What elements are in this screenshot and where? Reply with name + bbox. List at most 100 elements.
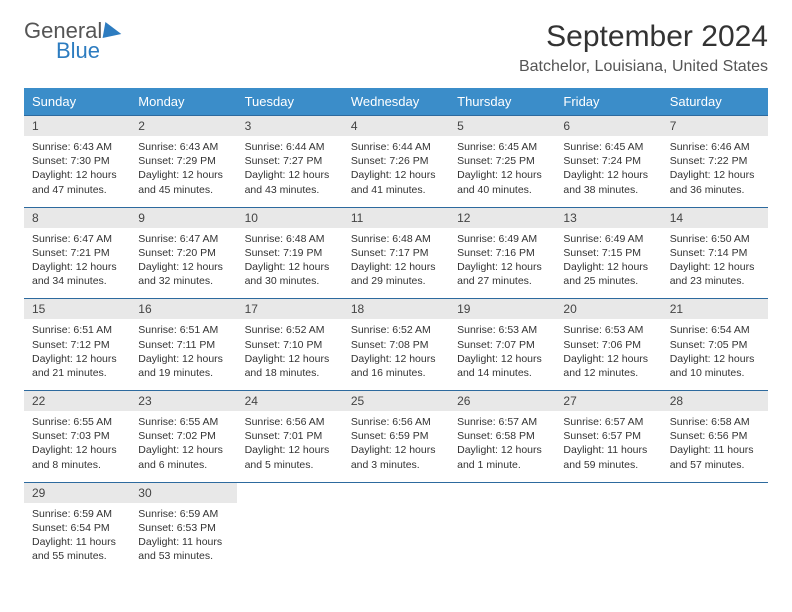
day-content: Sunrise: 6:56 AMSunset: 6:59 PMDaylight:… <box>343 411 449 482</box>
day-number: 24 <box>237 391 343 411</box>
day-number: 26 <box>449 391 555 411</box>
day-cell: 18Sunrise: 6:52 AMSunset: 7:08 PMDayligh… <box>343 299 449 391</box>
day-number: 11 <box>343 208 449 228</box>
daylight-line-1: Daylight: 12 hours <box>245 443 335 457</box>
weekday-header: Tuesday <box>237 88 343 116</box>
daylight-line-1: Daylight: 12 hours <box>457 443 547 457</box>
sunrise-line: Sunrise: 6:56 AM <box>245 415 335 429</box>
daylight-line-1: Daylight: 12 hours <box>351 352 441 366</box>
sunset-line: Sunset: 7:08 PM <box>351 338 441 352</box>
day-content: Sunrise: 6:47 AMSunset: 7:21 PMDaylight:… <box>24 228 130 299</box>
daylight-line-1: Daylight: 12 hours <box>138 352 228 366</box>
sunrise-line: Sunrise: 6:44 AM <box>351 140 441 154</box>
day-number: 2 <box>130 116 236 136</box>
header: General Blue September 2024 Batchelor, L… <box>24 20 768 76</box>
daylight-line-1: Daylight: 12 hours <box>32 443 122 457</box>
location-text: Batchelor, Louisiana, United States <box>519 58 768 76</box>
day-number: 29 <box>24 483 130 503</box>
day-cell: 10Sunrise: 6:48 AMSunset: 7:19 PMDayligh… <box>237 207 343 299</box>
day-cell: 8Sunrise: 6:47 AMSunset: 7:21 PMDaylight… <box>24 207 130 299</box>
daylight-line-2: and 18 minutes. <box>245 366 335 380</box>
sunrise-line: Sunrise: 6:47 AM <box>138 232 228 246</box>
daylight-line-2: and 59 minutes. <box>563 458 653 472</box>
day-content: Sunrise: 6:51 AMSunset: 7:12 PMDaylight:… <box>24 319 130 390</box>
daylight-line-1: Daylight: 11 hours <box>563 443 653 457</box>
day-content: Sunrise: 6:45 AMSunset: 7:25 PMDaylight:… <box>449 136 555 207</box>
day-content: Sunrise: 6:43 AMSunset: 7:30 PMDaylight:… <box>24 136 130 207</box>
day-number: 15 <box>24 299 130 319</box>
day-number: 22 <box>24 391 130 411</box>
day-cell: 12Sunrise: 6:49 AMSunset: 7:16 PMDayligh… <box>449 207 555 299</box>
day-number: 18 <box>343 299 449 319</box>
day-content: Sunrise: 6:47 AMSunset: 7:20 PMDaylight:… <box>130 228 236 299</box>
day-number: 1 <box>24 116 130 136</box>
day-content: Sunrise: 6:52 AMSunset: 7:08 PMDaylight:… <box>343 319 449 390</box>
sunrise-line: Sunrise: 6:51 AM <box>32 323 122 337</box>
day-content: Sunrise: 6:51 AMSunset: 7:11 PMDaylight:… <box>130 319 236 390</box>
sunrise-line: Sunrise: 6:59 AM <box>32 507 122 521</box>
sunset-line: Sunset: 7:21 PM <box>32 246 122 260</box>
daylight-line-2: and 16 minutes. <box>351 366 441 380</box>
weekday-header: Sunday <box>24 88 130 116</box>
day-cell: 28Sunrise: 6:58 AMSunset: 6:56 PMDayligh… <box>662 391 768 483</box>
sunset-line: Sunset: 7:25 PM <box>457 154 547 168</box>
sunrise-line: Sunrise: 6:44 AM <box>245 140 335 154</box>
daylight-line-2: and 40 minutes. <box>457 183 547 197</box>
daylight-line-2: and 8 minutes. <box>32 458 122 472</box>
daylight-line-2: and 12 minutes. <box>563 366 653 380</box>
sunset-line: Sunset: 7:19 PM <box>245 246 335 260</box>
sunset-line: Sunset: 7:03 PM <box>32 429 122 443</box>
weekday-header: Friday <box>555 88 661 116</box>
sunset-line: Sunset: 6:58 PM <box>457 429 547 443</box>
day-number: 7 <box>662 116 768 136</box>
sunrise-line: Sunrise: 6:56 AM <box>351 415 441 429</box>
day-content: Sunrise: 6:44 AMSunset: 7:26 PMDaylight:… <box>343 136 449 207</box>
day-number: 14 <box>662 208 768 228</box>
daylight-line-1: Daylight: 12 hours <box>138 168 228 182</box>
day-cell: 14Sunrise: 6:50 AMSunset: 7:14 PMDayligh… <box>662 207 768 299</box>
sunset-line: Sunset: 7:11 PM <box>138 338 228 352</box>
sunset-line: Sunset: 7:05 PM <box>670 338 760 352</box>
sunset-line: Sunset: 7:07 PM <box>457 338 547 352</box>
calendar-body: 1Sunrise: 6:43 AMSunset: 7:30 PMDaylight… <box>24 116 768 574</box>
sunrise-line: Sunrise: 6:47 AM <box>32 232 122 246</box>
sunrise-line: Sunrise: 6:58 AM <box>670 415 760 429</box>
day-content: Sunrise: 6:59 AMSunset: 6:54 PMDaylight:… <box>24 503 130 574</box>
sunrise-line: Sunrise: 6:49 AM <box>563 232 653 246</box>
day-content: Sunrise: 6:53 AMSunset: 7:06 PMDaylight:… <box>555 319 661 390</box>
sunrise-line: Sunrise: 6:48 AM <box>245 232 335 246</box>
day-content: Sunrise: 6:56 AMSunset: 7:01 PMDaylight:… <box>237 411 343 482</box>
sunset-line: Sunset: 6:56 PM <box>670 429 760 443</box>
daylight-line-2: and 41 minutes. <box>351 183 441 197</box>
daylight-line-1: Daylight: 12 hours <box>670 168 760 182</box>
day-cell <box>343 482 449 573</box>
day-cell <box>662 482 768 573</box>
daylight-line-1: Daylight: 12 hours <box>457 352 547 366</box>
day-content: Sunrise: 6:49 AMSunset: 7:16 PMDaylight:… <box>449 228 555 299</box>
sunrise-line: Sunrise: 6:52 AM <box>351 323 441 337</box>
weekday-header: Monday <box>130 88 236 116</box>
daylight-line-1: Daylight: 12 hours <box>563 168 653 182</box>
sunrise-line: Sunrise: 6:45 AM <box>563 140 653 154</box>
sunrise-line: Sunrise: 6:53 AM <box>563 323 653 337</box>
daylight-line-2: and 55 minutes. <box>32 549 122 563</box>
day-number: 4 <box>343 116 449 136</box>
day-number: 28 <box>662 391 768 411</box>
sunset-line: Sunset: 7:12 PM <box>32 338 122 352</box>
sunset-line: Sunset: 7:10 PM <box>245 338 335 352</box>
day-number: 30 <box>130 483 236 503</box>
day-cell: 29Sunrise: 6:59 AMSunset: 6:54 PMDayligh… <box>24 482 130 573</box>
day-cell: 4Sunrise: 6:44 AMSunset: 7:26 PMDaylight… <box>343 116 449 208</box>
week-row: 29Sunrise: 6:59 AMSunset: 6:54 PMDayligh… <box>24 482 768 573</box>
day-content: Sunrise: 6:52 AMSunset: 7:10 PMDaylight:… <box>237 319 343 390</box>
weekday-header: Thursday <box>449 88 555 116</box>
sunset-line: Sunset: 7:30 PM <box>32 154 122 168</box>
daylight-line-2: and 3 minutes. <box>351 458 441 472</box>
daylight-line-1: Daylight: 12 hours <box>32 352 122 366</box>
weekday-header: Wednesday <box>343 88 449 116</box>
day-content: Sunrise: 6:48 AMSunset: 7:19 PMDaylight:… <box>237 228 343 299</box>
calendar-table: Sunday Monday Tuesday Wednesday Thursday… <box>24 88 768 573</box>
daylight-line-2: and 19 minutes. <box>138 366 228 380</box>
day-number: 17 <box>237 299 343 319</box>
day-content: Sunrise: 6:50 AMSunset: 7:14 PMDaylight:… <box>662 228 768 299</box>
